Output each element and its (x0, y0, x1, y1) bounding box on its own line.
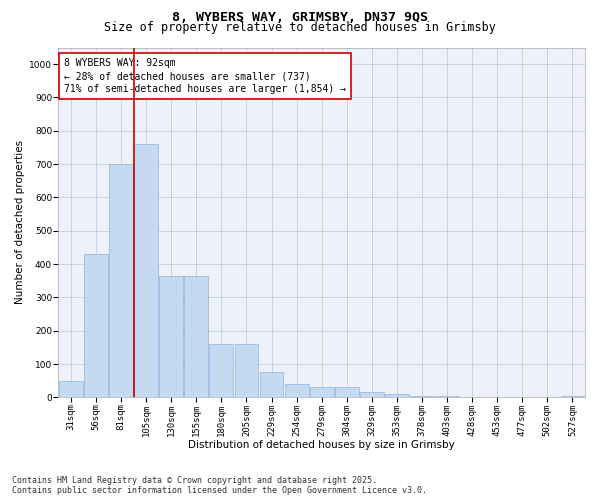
Text: 8, WYBERS WAY, GRIMSBY, DN37 9QS: 8, WYBERS WAY, GRIMSBY, DN37 9QS (172, 11, 428, 24)
Bar (134, 144, 158, 398)
Bar (285, 384, 308, 398)
X-axis label: Distribution of detached houses by size in Grimsby: Distribution of detached houses by size … (188, 440, 455, 450)
Bar (360, 392, 384, 398)
Y-axis label: Number of detached properties: Number of detached properties (15, 140, 25, 304)
Bar (385, 394, 409, 398)
Bar (335, 388, 359, 398)
Bar (235, 344, 259, 398)
Bar (84, 254, 108, 398)
Text: 8 WYBERS WAY: 92sqm
← 28% of detached houses are smaller (737)
71% of semi-detac: 8 WYBERS WAY: 92sqm ← 28% of detached ho… (64, 58, 346, 94)
Bar (410, 396, 434, 398)
Bar (560, 396, 584, 398)
Bar (109, 164, 133, 398)
Bar (184, 276, 208, 398)
Text: Size of property relative to detached houses in Grimsby: Size of property relative to detached ho… (104, 21, 496, 34)
Bar (160, 276, 183, 398)
Text: Contains HM Land Registry data © Crown copyright and database right 2025.
Contai: Contains HM Land Registry data © Crown c… (12, 476, 427, 495)
Bar (435, 396, 459, 398)
Bar (209, 344, 233, 398)
Bar (59, 380, 83, 398)
Bar (310, 388, 334, 398)
Bar (260, 372, 283, 398)
